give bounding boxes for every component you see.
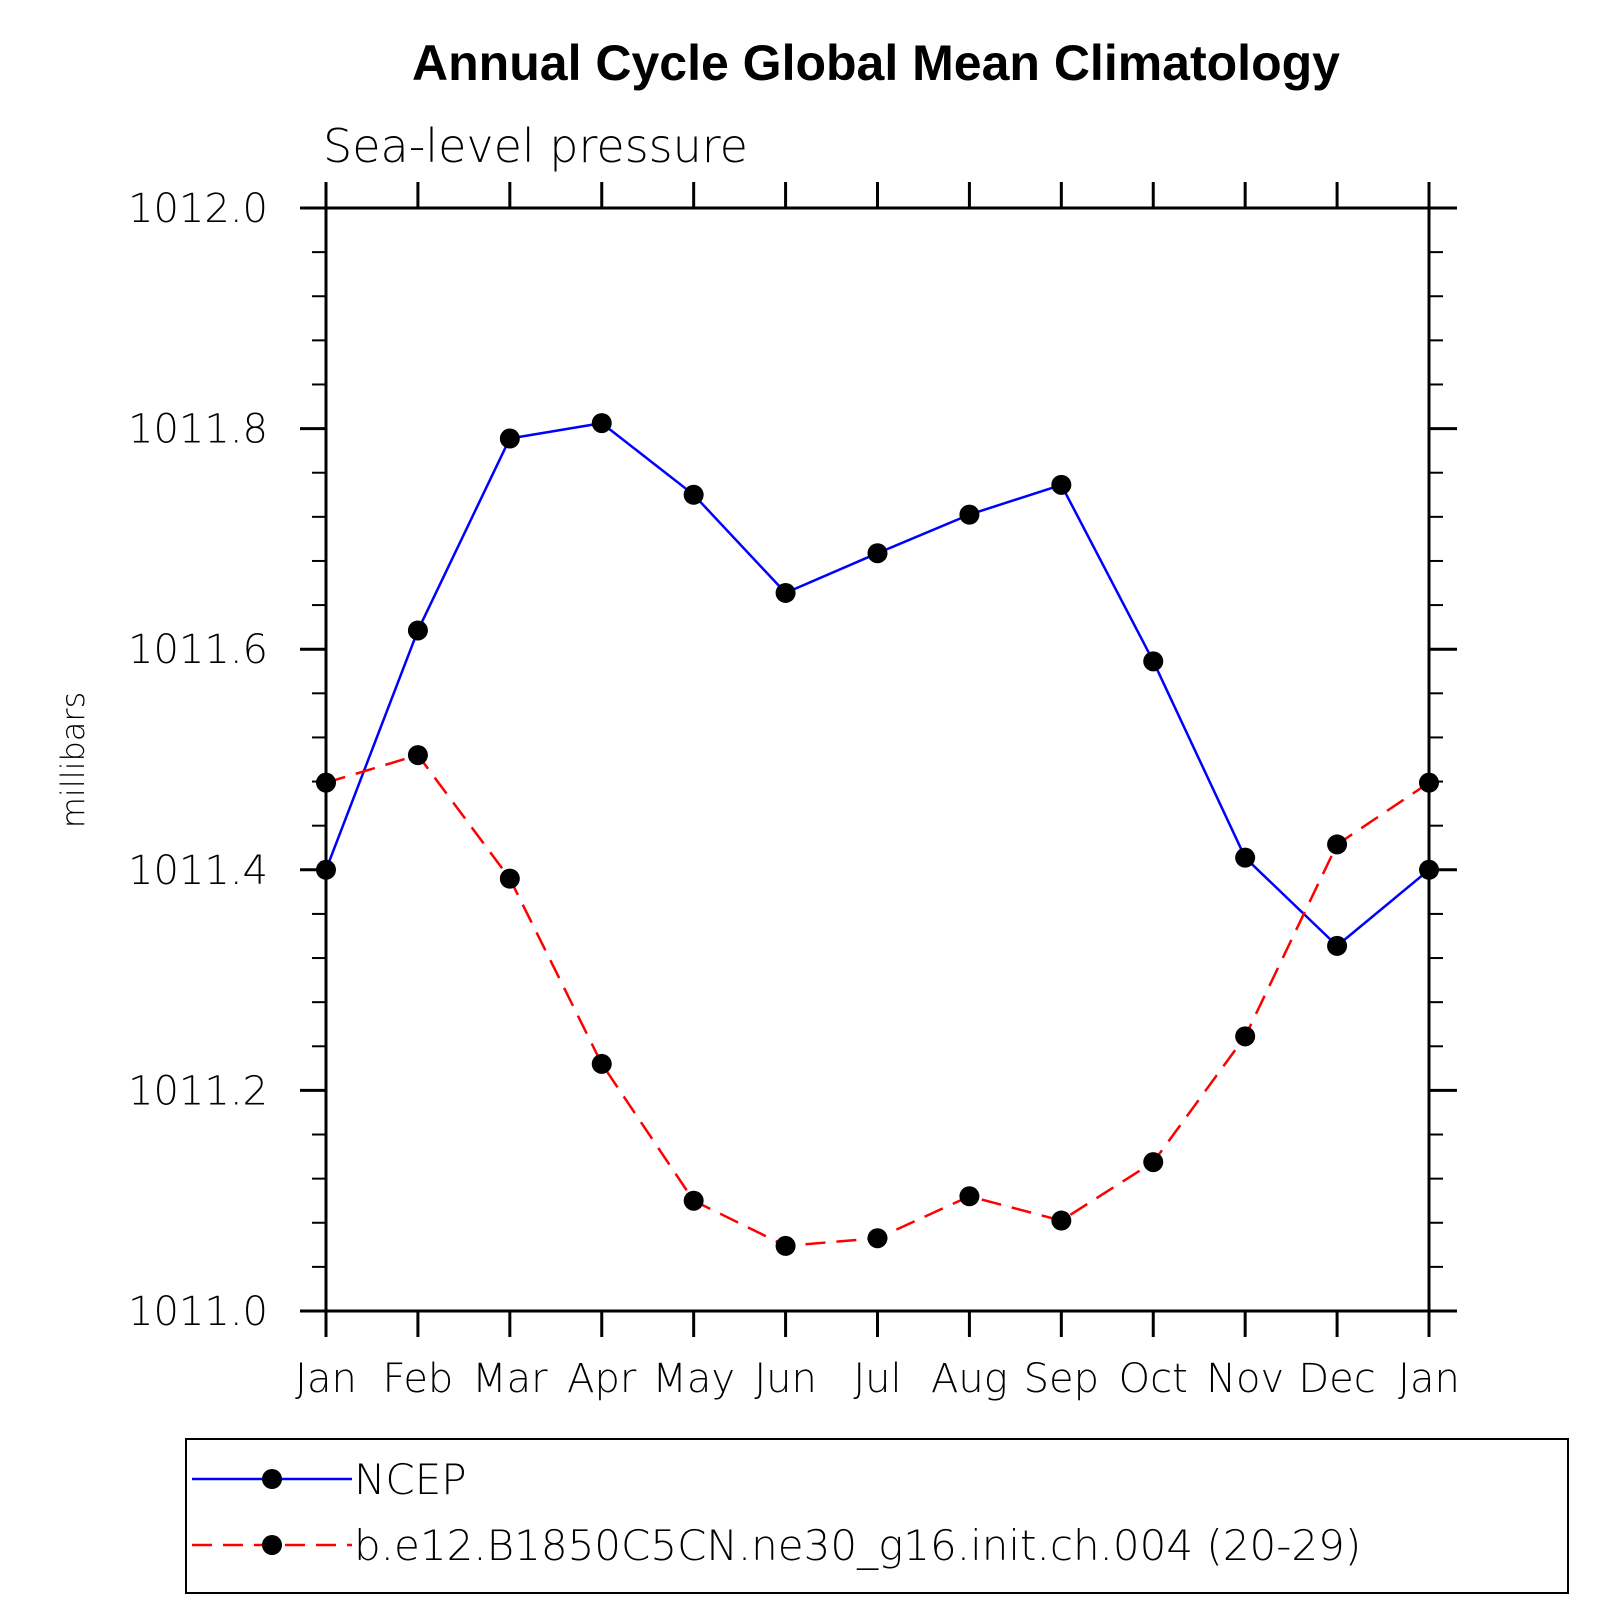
data-point-series-0 bbox=[1235, 847, 1256, 868]
data-point-series-0 bbox=[775, 582, 796, 603]
y-tick-label: 1011.6 bbox=[128, 627, 268, 673]
x-tick-label: Sep bbox=[1024, 1356, 1099, 1402]
x-tick-label: May bbox=[652, 1356, 735, 1402]
data-point-series-0 bbox=[1327, 935, 1348, 956]
y-tick-labels: 1011.0 1011.2 1011.4 1011.6 1011.8 1012.0 bbox=[128, 186, 268, 1335]
x-tick-label: Dec bbox=[1298, 1356, 1375, 1402]
legend-label-model: b.e12.B1850C5CN.ne30_g16.init.ch.004 (20… bbox=[354, 1521, 1361, 1570]
x-tick-label: Oct bbox=[1119, 1356, 1188, 1402]
y-axis-label: millibars bbox=[54, 692, 92, 828]
x-tick-label: Jun bbox=[754, 1356, 817, 1402]
x-tick-label: Feb bbox=[383, 1356, 454, 1402]
data-point-series-0 bbox=[959, 504, 980, 525]
series-line-1 bbox=[325, 753, 1430, 1248]
x-tick-label: Jan bbox=[1398, 1356, 1460, 1402]
series-layer bbox=[316, 413, 1439, 1256]
data-point-series-0 bbox=[683, 484, 704, 505]
legend-label-ncep: NCEP bbox=[354, 1455, 467, 1504]
data-point-series-1 bbox=[407, 745, 428, 766]
data-point-series-1 bbox=[1143, 1152, 1164, 1173]
data-point-series-1 bbox=[1235, 1026, 1256, 1047]
x-tick-label: Apr bbox=[567, 1356, 637, 1402]
data-point-series-1 bbox=[1327, 834, 1348, 855]
data-point-series-1 bbox=[775, 1235, 796, 1256]
x-tick-label: Jul bbox=[853, 1356, 901, 1402]
data-point-series-0 bbox=[499, 428, 520, 449]
data-point-series-1 bbox=[1051, 1210, 1072, 1231]
data-point-series-0 bbox=[1143, 651, 1164, 672]
data-point-series-0 bbox=[1051, 474, 1072, 495]
data-point-series-1 bbox=[959, 1186, 980, 1207]
data-point-series-1 bbox=[867, 1228, 888, 1249]
x-tick-label: Nov bbox=[1206, 1356, 1284, 1402]
chart-subtitle: Sea-level pressure bbox=[323, 119, 748, 173]
y-tick-label: 1012.0 bbox=[128, 186, 268, 232]
axis-ticks bbox=[300, 182, 1457, 1337]
series-line-0 bbox=[324, 421, 1430, 948]
data-point-series-0 bbox=[407, 620, 428, 641]
legend: NCEP b.e12.B1850C5CN.ne30_g16.init.ch.00… bbox=[185, 1438, 1569, 1594]
legend-marker-ncep bbox=[262, 1469, 282, 1489]
y-tick-label: 1011.0 bbox=[128, 1289, 268, 1335]
data-point-series-0 bbox=[867, 543, 888, 564]
data-point-series-1 bbox=[683, 1190, 704, 1211]
x-tick-label: Jan bbox=[295, 1356, 357, 1402]
legend-box bbox=[185, 1438, 1569, 1594]
legend-marker-model bbox=[262, 1535, 282, 1555]
y-tick-label: 1011.2 bbox=[128, 1068, 268, 1114]
data-point-series-1 bbox=[499, 868, 520, 889]
data-point-series-0 bbox=[591, 413, 612, 434]
x-tick-labels: Jan Feb Mar Apr May Jun Jul Aug Sep Oct Nov Dec Jan bbox=[295, 1356, 1460, 1402]
data-point-series-1 bbox=[591, 1053, 612, 1074]
chart-title: Annual Cycle Global Mean Climatology bbox=[412, 35, 1340, 91]
y-tick-label: 1011.4 bbox=[128, 848, 268, 894]
plot-frame bbox=[324, 206, 1431, 1313]
y-tick-label: 1011.8 bbox=[128, 407, 268, 453]
x-tick-label: Mar bbox=[472, 1356, 548, 1402]
x-tick-label: Aug bbox=[931, 1356, 1008, 1402]
